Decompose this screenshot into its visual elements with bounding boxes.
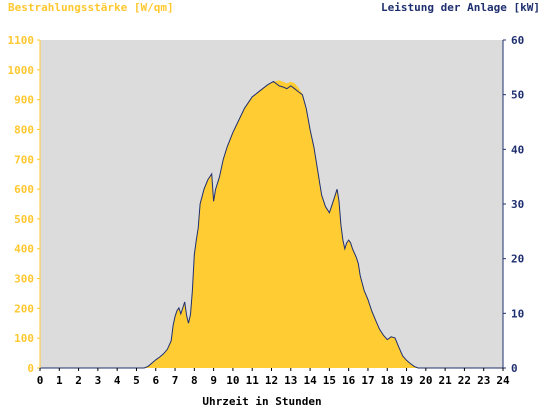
x-tick-label: 7 [172,374,179,387]
x-tick-label: 2 [75,374,82,387]
right-tick-label: 0 [511,362,518,375]
left-tick-label: 100 [14,332,34,345]
left-tick-label: 800 [14,123,34,136]
left-axis-ticks: 0 100 200 300 400 500 600 700 800 900 1000 1100 [8,34,40,375]
x-axis-title: Uhrzeit in Stunden [202,395,321,408]
left-tick-label: 1100 [8,34,35,47]
x-tick-label: 19 [400,374,413,387]
x-tick-label: 11 [246,374,260,387]
left-tick-label: 900 [14,94,34,107]
x-tick-label: 5 [133,374,140,387]
right-tick-label: 50 [511,89,524,102]
left-tick-label: 1000 [8,64,35,77]
x-tick-label: 22 [458,374,471,387]
right-tick-label: 30 [511,198,524,211]
x-tick-label: 0 [37,374,44,387]
x-tick-label: 24 [496,374,510,387]
left-tick-label: 600 [14,183,34,196]
power-line [40,80,503,369]
x-tick-label: 6 [152,374,159,387]
x-axis-ticks: 0 1 2 3 4 5 6 7 8 9 10 11 12 13 14 15 16 17 18 19 20 21 22 23 24 [37,368,510,387]
x-tick-label: 15 [323,374,336,387]
left-tick-label: 0 [27,362,34,375]
x-tick-label: 14 [303,374,317,387]
x-tick-label: 17 [361,374,374,387]
x-tick-label: 13 [284,374,297,387]
right-tick-label: 10 [511,307,524,320]
right-tick-label: 40 [511,143,524,156]
left-axis-title: Bestrahlungsstärke [W/qm] [8,1,174,14]
right-tick-label: 20 [511,253,524,266]
x-tick-label: 18 [381,374,394,387]
x-tick-label: 21 [439,374,453,387]
left-tick-label: 200 [14,302,34,315]
irradiance-area [40,80,503,369]
right-axis-ticks: 0 10 20 30 40 50 60 [503,34,524,375]
x-tick-label: 23 [477,374,490,387]
x-tick-label: 3 [95,374,102,387]
x-tick-label: 16 [342,374,356,387]
x-tick-label: 20 [419,374,432,387]
x-tick-label: 4 [114,374,121,387]
right-tick-label: 60 [511,34,524,47]
x-tick-label: 10 [226,374,239,387]
x-tick-label: 12 [265,374,278,387]
x-tick-label: 1 [56,374,63,387]
left-tick-label: 300 [14,273,34,286]
x-tick-label: 9 [210,374,217,387]
right-axis-title: Leistung der Anlage [kW] [381,1,540,14]
x-tick-label: 8 [191,374,198,387]
left-tick-label: 700 [14,153,34,166]
left-tick-label: 500 [14,213,34,226]
left-tick-label: 400 [14,243,34,256]
